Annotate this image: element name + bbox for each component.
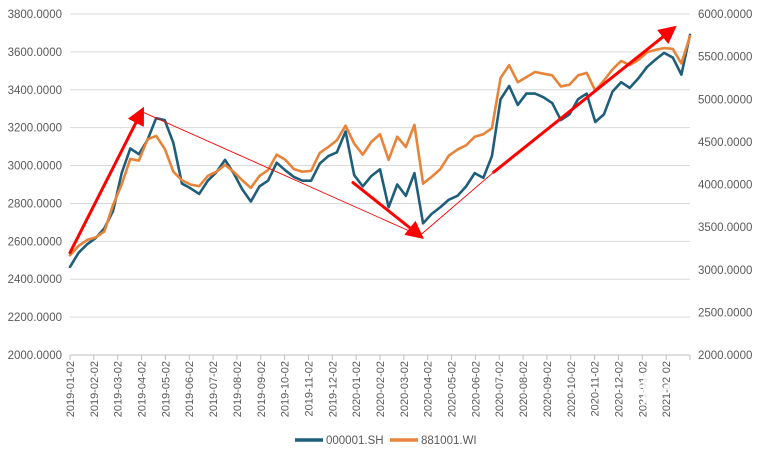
x-tick-label: 2020-09-02: [542, 361, 554, 417]
trend-arrow: [68, 106, 144, 255]
right-tick-label: 4000.0000: [698, 180, 752, 192]
x-tick-label: 2019-05-02: [160, 361, 172, 417]
x-tick-label: 2020-12-02: [613, 361, 625, 417]
x-tick-label: 2019-01-02: [65, 361, 77, 417]
x-tick-label: 2019-09-02: [256, 361, 268, 417]
left-tick-label: 2400.0000: [8, 274, 62, 286]
x-tick-label: 2019-12-02: [327, 361, 339, 417]
trend-line: [419, 171, 495, 237]
x-tick-label: 2020-01-02: [351, 361, 363, 417]
trend-arrow: [492, 25, 677, 174]
right-tick-label: 4500.0000: [698, 137, 752, 149]
right-tick-label: 2000.0000: [698, 350, 752, 362]
series-lines: [68, 33, 692, 269]
watermark: 邢不行 量化小论坛: [565, 369, 735, 457]
x-tick-label: 2019-08-02: [232, 361, 244, 417]
x-tick-label: 2019-06-02: [184, 361, 196, 417]
trend-arrow: [351, 181, 424, 240]
right-tick-label: 5000.0000: [698, 94, 752, 106]
legend: 000001.SH 881001.WI: [295, 435, 477, 447]
right-tick-label: 6000.0000: [698, 9, 752, 21]
right-y-axis: 2000.0000 2500.0000 3000.0000 3500.0000 4000…: [698, 9, 752, 362]
x-tick-label: 2020-03-02: [399, 361, 411, 417]
trend-arrows: [68, 25, 677, 255]
legend-label-000001-sh: 000001.SH: [326, 435, 384, 447]
left-tick-label: 2200.0000: [8, 312, 62, 324]
legend-label-881001-wi: 881001.WI: [421, 435, 477, 447]
right-tick-label: 5500.0000: [698, 52, 752, 64]
x-tick-label: 2020-08-02: [518, 361, 530, 417]
x-tick-label: 2019-02-02: [89, 361, 101, 417]
x-tick-label: 2020-07-02: [494, 361, 506, 417]
x-tick-label: 2020-06-02: [470, 361, 482, 417]
right-tick-label: 2500.0000: [698, 307, 752, 319]
gridlines: [70, 13, 690, 356]
left-y-axis: 2000.0000 2200.0000 2400.0000 2600.0000 2800…: [8, 9, 62, 362]
x-tick-label: 2019-10-02: [280, 361, 292, 417]
x-tick-label: 2021-01-02: [637, 361, 649, 417]
x-tick-label: 2019-07-02: [208, 361, 220, 417]
x-tick-label: 2021-02-02: [661, 361, 673, 417]
left-tick-label: 3800.0000: [8, 9, 62, 21]
x-axis: 2019-01-02 2019-02-02 2019-03-02 2019-04-02…: [65, 354, 691, 417]
x-tick-label: 2019-11-02: [303, 361, 315, 416]
watermark-line-2: 量化小论坛: [565, 417, 735, 457]
x-tick-label: 2019-03-02: [113, 361, 125, 417]
left-tick-label: 3000.0000: [8, 161, 62, 173]
left-tick-label: 2600.0000: [8, 236, 62, 248]
left-tick-label: 3200.0000: [8, 123, 62, 135]
series-line-000001-sh: [68, 33, 692, 269]
trend-line: [141, 111, 421, 237]
x-tick-label: 2020-05-02: [447, 361, 459, 417]
watermark-line-1: 邢不行: [623, 369, 725, 409]
series-line-881001-wi: [68, 34, 692, 257]
right-tick-label: 3500.0000: [698, 222, 752, 234]
x-tick-label: 2020-02-02: [375, 361, 387, 417]
x-tick-label: 2020-04-02: [423, 361, 435, 417]
left-tick-label: 3400.0000: [8, 85, 62, 97]
left-tick-label: 3600.0000: [8, 47, 62, 59]
x-tick-label: 2020-10-02: [566, 361, 578, 417]
right-tick-label: 3000.0000: [698, 265, 752, 277]
x-tick-label: 2020-11-02: [590, 361, 602, 416]
left-tick-label: 2800.0000: [8, 198, 62, 210]
left-tick-label: 2000.0000: [8, 350, 62, 362]
x-tick-label: 2019-04-02: [137, 361, 149, 417]
